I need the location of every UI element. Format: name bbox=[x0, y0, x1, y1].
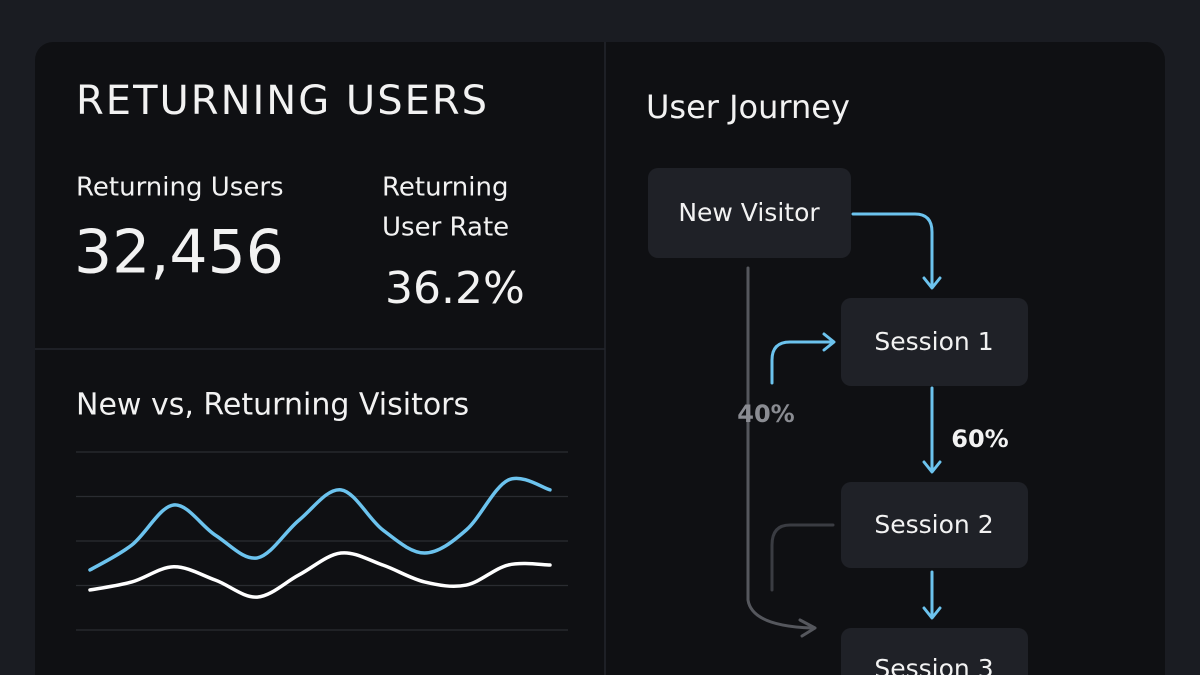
title: RETURNING USERS bbox=[76, 78, 489, 124]
arrowhead bbox=[822, 332, 836, 352]
arrowhead bbox=[922, 276, 942, 290]
edge-label: 60% bbox=[951, 425, 1008, 453]
node-label: Session 3 bbox=[874, 654, 993, 675]
connector bbox=[851, 212, 934, 288]
journey-node bbox=[841, 298, 1028, 386]
arrowhead bbox=[798, 618, 817, 638]
chart-title: New vs, Returning Visitors bbox=[76, 388, 469, 423]
metric-value: 32,456 bbox=[74, 218, 284, 288]
node-label: Session 1 bbox=[874, 327, 993, 356]
metric-label: User Rate bbox=[382, 213, 509, 243]
metric-value: 36.2% bbox=[385, 263, 525, 314]
connector bbox=[770, 523, 835, 592]
connector bbox=[770, 340, 835, 385]
connector bbox=[746, 266, 814, 630]
edge-label: 40% bbox=[737, 400, 794, 428]
journey-title: User Journey bbox=[646, 88, 850, 126]
line-series bbox=[88, 551, 552, 599]
journey-node bbox=[648, 168, 851, 258]
journey-node bbox=[841, 628, 1028, 675]
line-chart bbox=[76, 451, 568, 631]
metric-label: Returning bbox=[382, 173, 508, 203]
node-label: New Visitor bbox=[678, 198, 820, 227]
journey-node bbox=[841, 482, 1028, 568]
connectors bbox=[746, 212, 942, 638]
metric-label: Returning Users bbox=[76, 173, 284, 203]
arrowhead bbox=[922, 606, 942, 620]
arrowhead bbox=[922, 460, 942, 474]
node-label: Session 2 bbox=[874, 510, 993, 539]
line-series bbox=[88, 476, 552, 572]
